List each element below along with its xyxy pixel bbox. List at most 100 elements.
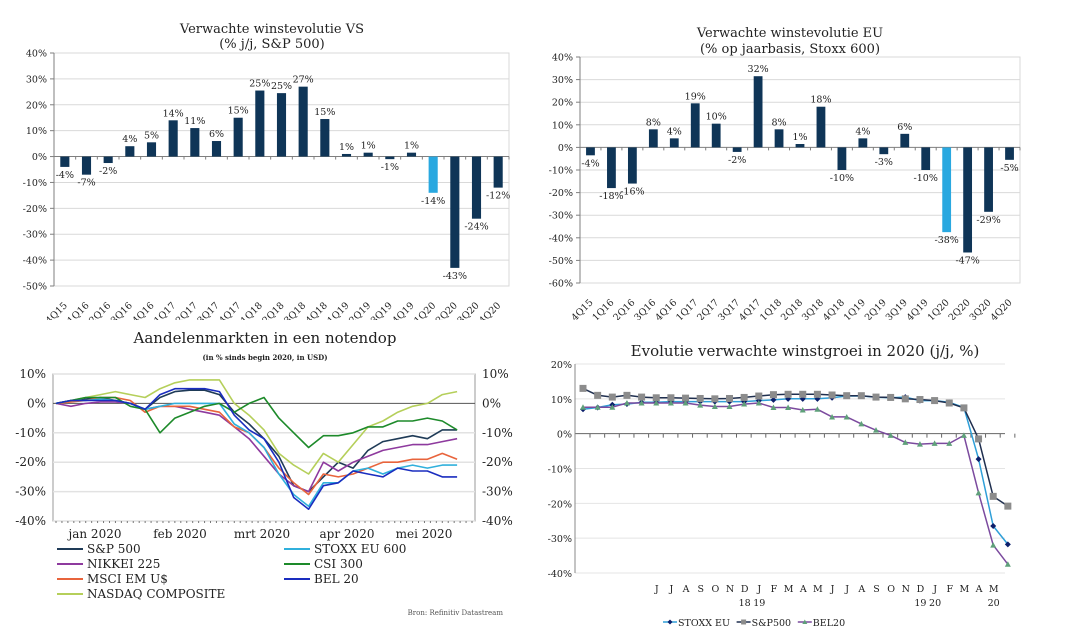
x-year-label: 19 xyxy=(753,598,765,609)
x-tick-label: mrt 2020 xyxy=(234,527,290,541)
data-label-1Q17: 19% xyxy=(685,91,706,102)
x-month-label: A xyxy=(682,584,690,595)
marker-bel20 xyxy=(1004,561,1011,567)
legend-item-bel-20: BEL 20 xyxy=(284,572,359,586)
x-tick-label: 4Q20 xyxy=(477,300,503,320)
legend-item-stoxx-eu-600: STOXX EU 600 xyxy=(284,542,406,556)
data-label-4Q15: -4% xyxy=(56,170,74,181)
marker-s-p500 xyxy=(594,391,602,399)
y-tick-label: 10% xyxy=(551,395,572,406)
data-label-2Q18: 1% xyxy=(792,132,807,143)
x-tick-label: apr 2020 xyxy=(320,527,375,541)
legend-label: BEL 20 xyxy=(314,572,359,586)
series-line-s-p500 xyxy=(582,387,1009,507)
x-month-label: M xyxy=(989,584,999,595)
legend-marker xyxy=(741,619,747,625)
bar-1Q18 xyxy=(774,129,784,148)
bar-1Q17 xyxy=(168,120,178,157)
data-label-3Q20: -29% xyxy=(976,215,1000,226)
legend-label: S&P 500 xyxy=(87,542,141,556)
marker-bel20 xyxy=(858,420,865,427)
x-month-label: J xyxy=(830,584,835,595)
bar-2Q16 xyxy=(103,156,113,164)
data-label-4Q15: -4% xyxy=(581,158,599,169)
marker-s-p500 xyxy=(901,395,909,403)
bar-4Q18 xyxy=(320,119,330,157)
bar-2Q19 xyxy=(363,152,373,157)
y-tick-label: 30% xyxy=(552,75,573,86)
bar-3Q16 xyxy=(648,129,658,148)
marker-s-p500 xyxy=(608,393,616,401)
x-year-label: 18 xyxy=(739,598,751,609)
marker-s-p500 xyxy=(813,390,821,398)
marker-s-p500 xyxy=(887,393,895,401)
data-label-2Q20: -47% xyxy=(955,255,979,266)
y-tick-label: 0% xyxy=(558,143,573,154)
data-label-4Q18: -10% xyxy=(830,173,854,184)
data-label-4Q19: -10% xyxy=(914,173,938,184)
data-label-4Q18: 15% xyxy=(314,107,335,118)
y-tick-label-right: -40% xyxy=(482,514,513,528)
data-label-3Q16: 8% xyxy=(646,117,661,128)
bar-2Q18 xyxy=(276,93,287,157)
legend-label: MSCI EM U$ xyxy=(87,572,168,586)
marker-s-p500 xyxy=(857,392,865,400)
bar-4Q17 xyxy=(753,76,763,148)
marker-s-p500 xyxy=(799,390,807,398)
data-label-1Q18: 8% xyxy=(772,117,787,128)
bar-1Q16 xyxy=(607,147,616,189)
series-line-bel-20 xyxy=(55,387,458,510)
bar-3Q17 xyxy=(732,147,742,152)
data-label-4Q16: 4% xyxy=(667,126,682,137)
marker-bel20 xyxy=(667,400,674,406)
data-label-3Q16: 4% xyxy=(122,134,137,145)
marker-bel20 xyxy=(902,439,909,445)
bar-4Q19 xyxy=(406,152,417,157)
marker-s-p500 xyxy=(652,394,660,402)
legend-label: BEL20 xyxy=(813,618,845,629)
chart-markets-title: Aandelenmarkten in een notendop xyxy=(133,329,397,347)
y-tick-label: 10% xyxy=(26,126,47,137)
marker-s-p500 xyxy=(828,391,836,399)
marker-stoxx-eu xyxy=(770,396,777,403)
bar-3Q20 xyxy=(471,156,482,219)
bar-3Q18 xyxy=(816,106,826,148)
legend-label: NASDAQ COMPOSITE xyxy=(87,587,225,601)
marker-s-p500 xyxy=(711,395,719,403)
data-label-3Q17: -2% xyxy=(728,155,746,166)
data-label-2Q19: -3% xyxy=(875,157,893,168)
chart-us-subtitle: (% j/j, S&P 500) xyxy=(219,37,325,52)
bar-1Q20 xyxy=(942,147,952,233)
y-tick-label-right: 10% xyxy=(482,367,509,381)
x-month-label: O xyxy=(887,584,895,595)
x-month-label: A xyxy=(857,584,865,595)
chart-profit-title: Evolutie verwachte winstgroei in 2020 (j… xyxy=(631,342,980,360)
legend-item-msci-em-u-: MSCI EM U$ xyxy=(57,572,168,586)
data-label-1Q18: 25% xyxy=(249,79,270,90)
bar-1Q19 xyxy=(858,138,868,148)
marker-s-p500 xyxy=(931,397,939,405)
y-tick-label: -20% xyxy=(23,204,47,215)
marker-s-p500 xyxy=(755,392,763,400)
x-year-label: 20 xyxy=(988,598,1000,609)
bar-3Q19 xyxy=(385,156,395,160)
y-tick-label-right: -10% xyxy=(482,426,513,440)
y-tick-label: -40% xyxy=(548,569,572,580)
y-tick-label-left: -20% xyxy=(15,455,46,469)
data-label-3Q18: 18% xyxy=(810,95,831,106)
marker-bel20 xyxy=(843,413,850,420)
marker-stoxx-eu xyxy=(990,522,997,529)
y-tick-label: -40% xyxy=(23,256,47,267)
y-tick-label: 30% xyxy=(26,74,47,85)
marker-bel20 xyxy=(741,401,748,407)
legend-item-s-p500: S&P500 xyxy=(736,618,791,629)
data-label-2Q17: 10% xyxy=(706,112,727,123)
bar-2Q20 xyxy=(450,156,460,268)
legend-item-nikkei-225: NIKKEI 225 xyxy=(57,557,160,571)
marker-s-p500 xyxy=(667,394,675,402)
x-tick-label: mei 2020 xyxy=(396,527,453,541)
data-label-2Q16: -16% xyxy=(620,187,644,198)
legend-label: STOXX EU 600 xyxy=(314,542,406,556)
x-month-label: M xyxy=(813,584,823,595)
marker-s-p500 xyxy=(726,394,733,402)
